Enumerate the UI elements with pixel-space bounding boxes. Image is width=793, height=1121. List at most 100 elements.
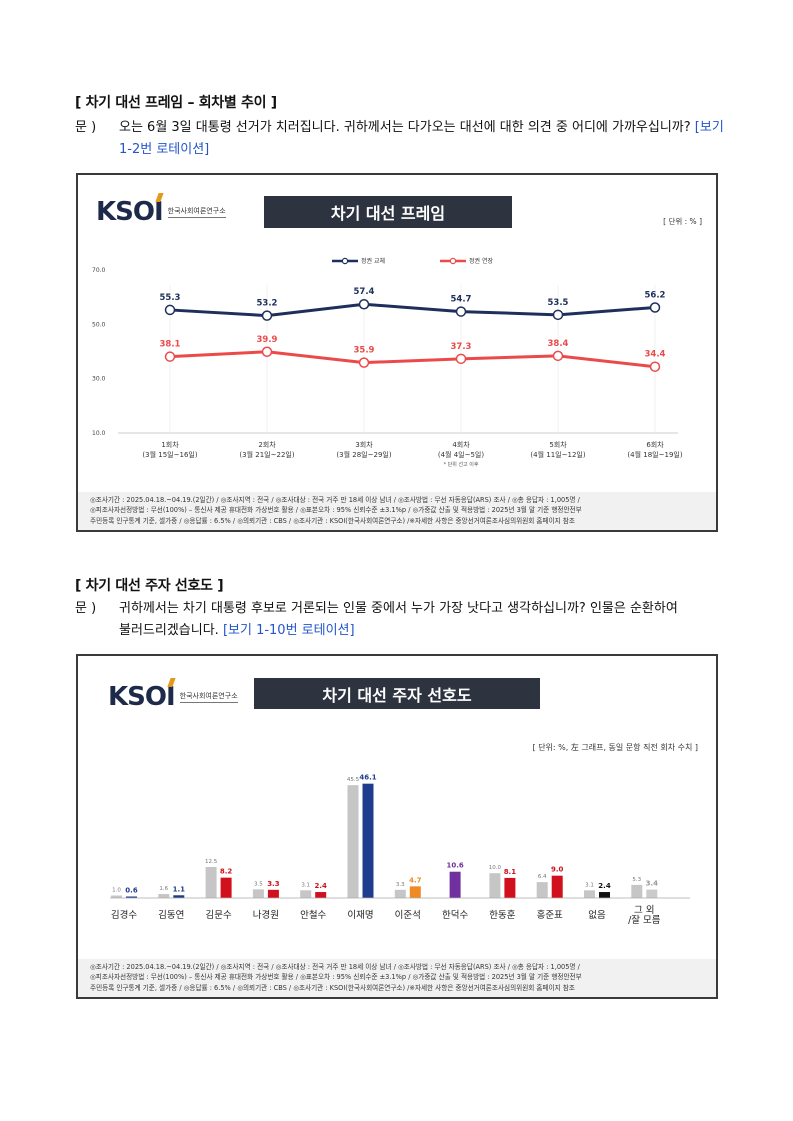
bar-label-previous: 5.3 xyxy=(632,877,641,883)
footer-line1: ◎조사기간 : 2025.04.18.~04.19.(2일간) / ◎조사지역 … xyxy=(90,962,580,971)
bar-previous xyxy=(631,884,643,898)
bar-previous xyxy=(489,873,501,898)
footer-line2: ◎피조사자선정방법 : 무선(100%) – 통신사 제공 휴대전화 가상번호 … xyxy=(90,973,582,981)
data-label: 53.2 xyxy=(257,299,278,309)
data-label: 34.4 xyxy=(645,350,666,360)
bar-label-previous: 3.3 xyxy=(396,882,405,888)
section2-title: [ 차기 대선 주자 선호도 ] xyxy=(75,578,224,594)
footer-line1: ◎조사기간 : 2025.04.18.~04.19.(2일간) / ◎조사지역 … xyxy=(90,495,580,504)
legend-marker xyxy=(341,257,349,265)
bar-label-previous: 3.1 xyxy=(301,882,310,888)
chart1-panel: KSO I 한국사회여론연구소 차기 대선 프레임 [ 단위 : % ] 70.0… xyxy=(76,173,718,532)
data-point xyxy=(358,357,370,368)
question-text-line2: 불러드리겠습니다. xyxy=(119,623,219,638)
bar-current xyxy=(599,892,610,898)
bar-current xyxy=(409,886,421,898)
bar-current xyxy=(220,877,232,898)
bar-label-previous: 10.0 xyxy=(489,865,502,871)
x-tick-label: 6회차 xyxy=(646,440,664,449)
chart2-footer: ◎조사기간 : 2025.04.18.~04.19.(2일간) / ◎조사지역 … xyxy=(78,958,716,997)
logo-org-name: 한국사회여론연구소 xyxy=(167,206,226,218)
data-label: 55.3 xyxy=(160,293,181,303)
x-tick-label: 1회차 xyxy=(161,440,179,449)
chart2-unit: [ 단위: %, 左 그래프, 동일 문항 직전 회차 수치 ] xyxy=(532,743,698,752)
question-note: [보기 1-10번 로테이션] xyxy=(222,623,355,638)
data-label: 54.7 xyxy=(451,295,472,305)
section2-question: 문 ) 귀하께서는 차기 대통령 후보로 거론되는 인물 중에서 누가 가장 낫다… xyxy=(75,598,725,642)
x-tick-label: 김동연 xyxy=(158,909,184,921)
bar-label-current: 10.6 xyxy=(446,862,463,870)
y-tick-label: 10.0 xyxy=(92,430,106,437)
bar-label-previous: 45.5 xyxy=(347,777,360,783)
data-label: 38.1 xyxy=(160,340,181,350)
section1-question: 문 ) 오는 6월 3일 대통령 선거가 치러집니다. 귀하께서는 다가오는 대선… xyxy=(75,117,725,161)
legend-marker xyxy=(449,257,457,265)
question-label: 문 ) xyxy=(75,601,97,616)
x-tick-label: 이준석 xyxy=(395,910,421,921)
x-tick-date: (3월 15일~16일) xyxy=(142,450,197,459)
bar-label-previous: 1.0 xyxy=(112,888,121,894)
bar-label-current: 2.4 xyxy=(314,882,327,890)
bar-label-current: 1.1 xyxy=(173,885,186,893)
data-point xyxy=(261,310,273,321)
x-tick-label: 김경수 xyxy=(111,909,137,921)
bar-previous xyxy=(584,890,595,898)
bar-previous xyxy=(205,867,217,898)
x-tick-label: 없음 xyxy=(588,909,606,921)
x-tick-label: 김문수 xyxy=(205,909,231,921)
y-tick-label: 70.0 xyxy=(92,267,106,274)
series-line xyxy=(169,302,656,318)
data-point xyxy=(649,361,661,372)
bar-label-current: 3.4 xyxy=(646,880,659,888)
question-text: 오는 6월 3일 대통령 선거가 치러집니다. 귀하께서는 다가오는 대선에 대… xyxy=(119,120,691,135)
data-label: 37.3 xyxy=(451,342,472,352)
ksoi-logo: KSO I 한국사회여론연구소 xyxy=(96,193,226,227)
bar-label-current: 8.1 xyxy=(504,868,517,876)
ksoi-logo: KSO I 한국사회여론연구소 xyxy=(108,678,238,712)
data-point xyxy=(455,353,467,365)
data-point xyxy=(261,346,273,358)
x-tick-date: (4월 11일~12일) xyxy=(530,450,585,459)
data-label: 57.4 xyxy=(354,287,375,297)
data-point xyxy=(164,351,176,362)
bar-previous xyxy=(158,894,170,898)
legend-label: 정권 교체 xyxy=(361,257,385,265)
bar-label-previous: 3.1 xyxy=(585,882,594,888)
x-tick-label: 한동훈 xyxy=(489,909,515,921)
x-tick-label: 4회차 xyxy=(452,440,470,449)
data-point xyxy=(358,298,370,310)
x-tick-label: 5회차 xyxy=(549,440,567,449)
bar-label-current: 9.0 xyxy=(551,866,564,874)
bar-label-previous: 1.6 xyxy=(159,886,168,892)
footer-line3: 주민등록 인구통계 기준, 셀가중 / ◎응답률 : 6.5% / ◎의뢰기관 … xyxy=(90,983,575,992)
x-tick-label: 이재명 xyxy=(347,910,373,921)
x-tick-date: (3월 21일~22일) xyxy=(239,450,294,459)
chart-note: * 단위 선고 이후 xyxy=(444,461,479,468)
bar-current xyxy=(126,896,137,898)
bar-current xyxy=(315,892,327,898)
data-point xyxy=(552,350,564,362)
footer-line2: ◎피조사자선정방법 : 무선(100%) – 통신사 제공 휴대전화 가상번호 … xyxy=(90,506,582,514)
data-label: 39.9 xyxy=(257,335,278,345)
question-note: [보기 xyxy=(694,120,724,135)
chart2-panel: KSO I 한국사회여론연구소 차기 대선 주자 선호도 [ 단위: %, 左 그… xyxy=(76,654,718,999)
x-tick-date: (3월 28일~29일) xyxy=(336,450,391,459)
bar-current xyxy=(173,895,185,898)
data-point xyxy=(164,304,176,316)
bar-label-current: 8.2 xyxy=(220,868,233,876)
legend-label: 정권 연장 xyxy=(469,257,493,265)
x-tick-label: 나경원 xyxy=(253,909,279,921)
bar-previous xyxy=(252,889,264,898)
x-tick-label: 한덕수 xyxy=(442,910,468,921)
data-label: 53.5 xyxy=(548,298,569,308)
chart2-svg: 1.0 0.6 김경수 1.6 1.1 김동연 12.58.2 김문수 3.5 3.3 나경원 3.1… xyxy=(110,774,690,926)
y-tick-label: 30.0 xyxy=(92,376,106,383)
chart1-unit: [ 단위 : % ] xyxy=(663,217,702,226)
bar-current xyxy=(362,783,374,898)
x-tick-label: 그 외 xyxy=(634,904,655,916)
bar-previous xyxy=(347,785,359,898)
bar-current xyxy=(646,889,658,898)
bar-label-current: 46.1 xyxy=(359,774,376,782)
question-text: 귀하께서는 차기 대통령 후보로 거론되는 인물 중에서 누가 가장 낫다고 생… xyxy=(119,601,678,616)
x-tick-date: (4월 4일~5일) xyxy=(438,450,485,459)
